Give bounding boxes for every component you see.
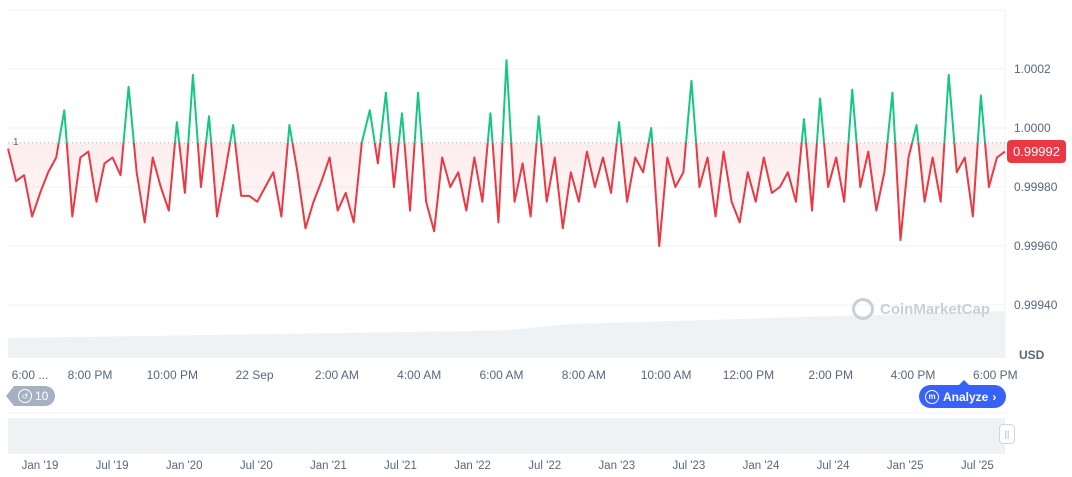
navigator-range bbox=[8, 418, 1005, 454]
x-tick-label: 4:00 PM bbox=[890, 368, 936, 382]
y-tick-label: 0.99960 bbox=[1014, 239, 1058, 253]
navigator-tick-label: Jan '20 bbox=[165, 460, 203, 472]
x-tick-label: 6:00 PM bbox=[972, 368, 1018, 382]
navigator-tick-label: Jan '21 bbox=[310, 460, 347, 472]
x-tick-label: 4:00 AM bbox=[397, 368, 442, 382]
ai-chat-icon: m bbox=[925, 389, 939, 404]
history-icon: ↺ bbox=[18, 389, 32, 403]
price-line-up bbox=[57, 59, 987, 143]
chevron-right-icon: › bbox=[992, 389, 997, 404]
x-tick-label: 22 Sep bbox=[235, 368, 274, 382]
watermark: CoinMarketCap bbox=[852, 298, 990, 320]
below-baseline-fill bbox=[8, 142, 1005, 246]
current-price-tag: 0.99992 bbox=[1007, 140, 1066, 163]
currency-label: USD bbox=[1019, 348, 1045, 362]
navigator-tick-label: Jan '22 bbox=[454, 460, 491, 472]
volume-area bbox=[8, 311, 1005, 358]
x-tick-label: 8:00 PM bbox=[67, 368, 113, 382]
x-tick-label: 2:00 AM bbox=[314, 368, 359, 382]
analyze-label: Analyze bbox=[943, 389, 989, 404]
navigator-tick-label: Jul '25 bbox=[960, 460, 994, 472]
watermark-text: CoinMarketCap bbox=[880, 300, 991, 318]
history-button[interactable]: ↺ 10 bbox=[5, 386, 56, 406]
navigator-tick-label: Jul '22 bbox=[528, 460, 562, 472]
navigator-tick-label: Jan '25 bbox=[886, 460, 924, 472]
navigator-tick-label: Jul '24 bbox=[816, 460, 850, 472]
baseline-label: 1 bbox=[13, 137, 19, 148]
x-tick-label: 12:00 PM bbox=[722, 368, 775, 382]
x-tick-label: 8:00 AM bbox=[561, 368, 606, 382]
navigator-tick-label: Jul '20 bbox=[239, 460, 273, 472]
history-count: 10 bbox=[35, 389, 49, 403]
analyze-button[interactable]: m Analyze › bbox=[919, 380, 1007, 408]
x-tick-label: 6:00 ... bbox=[11, 368, 49, 382]
navigator-tick-label: Jul '19 bbox=[95, 460, 129, 472]
navigator-tick-label: Jul '23 bbox=[672, 460, 706, 472]
navigator-tick-label: Jul '21 bbox=[384, 460, 417, 472]
navigator-tick-label: Jan '24 bbox=[742, 460, 780, 472]
navigator-tick-label: Jan '23 bbox=[598, 460, 636, 472]
y-tick-label: 1.0002 bbox=[1014, 62, 1051, 76]
x-tick-label: 6:00 AM bbox=[479, 368, 524, 382]
navigator-handle[interactable]: || bbox=[999, 424, 1015, 444]
x-tick-label: 2:00 PM bbox=[808, 368, 854, 382]
navigator-tick-label: Jan '19 bbox=[21, 460, 59, 472]
x-tick-label: 10:00 AM bbox=[640, 368, 692, 382]
y-tick-label: 0.99940 bbox=[1014, 298, 1058, 312]
price-line-down bbox=[7, 142, 1006, 247]
y-tick-label: 0.99980 bbox=[1014, 180, 1058, 194]
y-tick-label: 1.0000 bbox=[1014, 121, 1051, 135]
x-tick-label: 10:00 PM bbox=[146, 368, 198, 382]
coinmarketcap-logo-icon bbox=[852, 298, 874, 320]
